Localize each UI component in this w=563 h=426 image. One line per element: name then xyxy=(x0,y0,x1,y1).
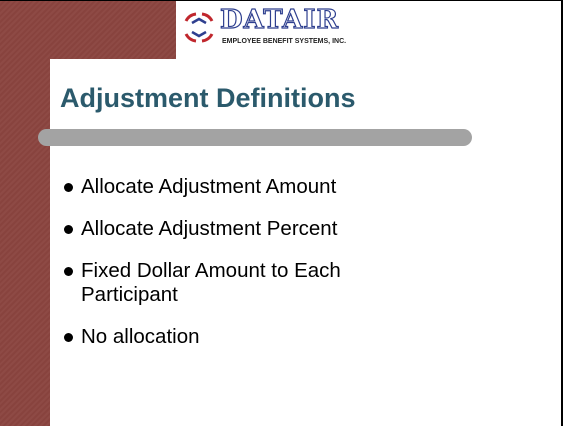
top-band xyxy=(0,1,176,59)
bullet-list: Allocate Adjustment Amount Allocate Adjus… xyxy=(64,175,394,367)
logo: DATAIR EMPLOYEE BENEFIT SYSTEMS, INC. xyxy=(178,3,438,53)
logo-icon xyxy=(184,12,214,43)
bullet-item: No allocation xyxy=(64,325,394,349)
logo-tagline: EMPLOYEE BENEFIT SYSTEMS, INC. xyxy=(222,38,347,45)
bullet-item: Fixed Dollar Amount to Each Participant xyxy=(64,259,394,307)
left-band xyxy=(0,1,50,426)
bullet-item: Allocate Adjustment Percent xyxy=(64,217,394,241)
title-rule xyxy=(38,129,472,146)
bullet-item: Allocate Adjustment Amount xyxy=(64,175,394,199)
logo-name: DATAIR xyxy=(219,4,340,35)
slide-title: Adjustment Definitions xyxy=(60,83,356,113)
